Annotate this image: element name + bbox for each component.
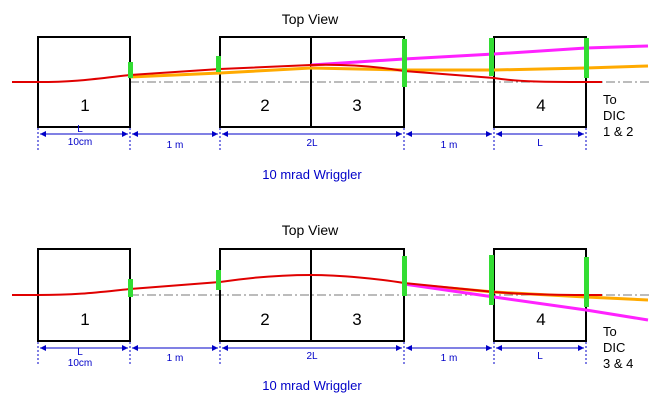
dimension-gap1-label: 1 m [167,140,184,151]
dimension-first-label: L [77,124,83,135]
destination-line-3: 1 & 2 [603,124,633,139]
dimension-first-sub: 10cm [68,358,92,369]
magnet-3-label: 3 [352,310,361,329]
panel-caption: 10 mrad Wriggler [262,378,362,393]
dimension-gap2-label: 1 m [441,353,458,364]
magnet-4-label: 4 [536,96,545,115]
dimension-first-label: L [77,347,83,358]
dimension-first-sub: 10cm [68,137,92,148]
marker-green [584,38,589,78]
marker-green [584,257,589,307]
trajectory-red [12,273,602,296]
panel-top: Top View 1 2 3 4 To DIC 1 & 2 [12,11,650,182]
magnet-1-label: 1 [80,96,89,115]
magnet-3-label: 3 [352,96,361,115]
marker-green [128,62,133,78]
destination-line-1: To [603,324,617,339]
panel-bottom: Top View 1 2 3 4 To DIC 3 & 4 [12,222,650,393]
magnet-1-label: 1 [80,310,89,329]
marker-green [402,256,407,296]
dimension-gap1-label: 1 m [167,353,184,364]
panel-caption: 10 mrad Wriggler [262,167,362,182]
dimension-gap2-label: 1 m [441,140,458,151]
dimension-row [37,128,587,152]
dimension-middle-label: 2L [306,138,318,149]
magnet-4-label: 4 [536,310,545,329]
panel-title: Top View [282,222,339,238]
magnet-2-label: 2 [260,96,269,115]
dimension-last-label: L [537,351,543,362]
dimension-last-label: L [537,138,543,149]
marker-green [128,279,133,297]
marker-green [216,270,221,290]
marker-green [489,255,494,305]
magnet-2-label: 2 [260,310,269,329]
trajectory-orange [129,64,649,79]
dimension-middle-label: 2L [306,351,318,362]
destination-line-1: To [603,92,617,107]
trajectory-magenta [310,44,649,67]
marker-green [216,56,221,72]
dimension-row [37,342,587,366]
marker-green [489,38,494,76]
destination-line-3: 3 & 4 [603,356,633,371]
destination-line-2: DIC [603,340,625,355]
trajectory-magenta [403,282,649,322]
marker-green [402,39,407,87]
trajectory-red [12,63,602,83]
panel-title: Top View [282,11,339,27]
destination-line-2: DIC [603,108,625,123]
